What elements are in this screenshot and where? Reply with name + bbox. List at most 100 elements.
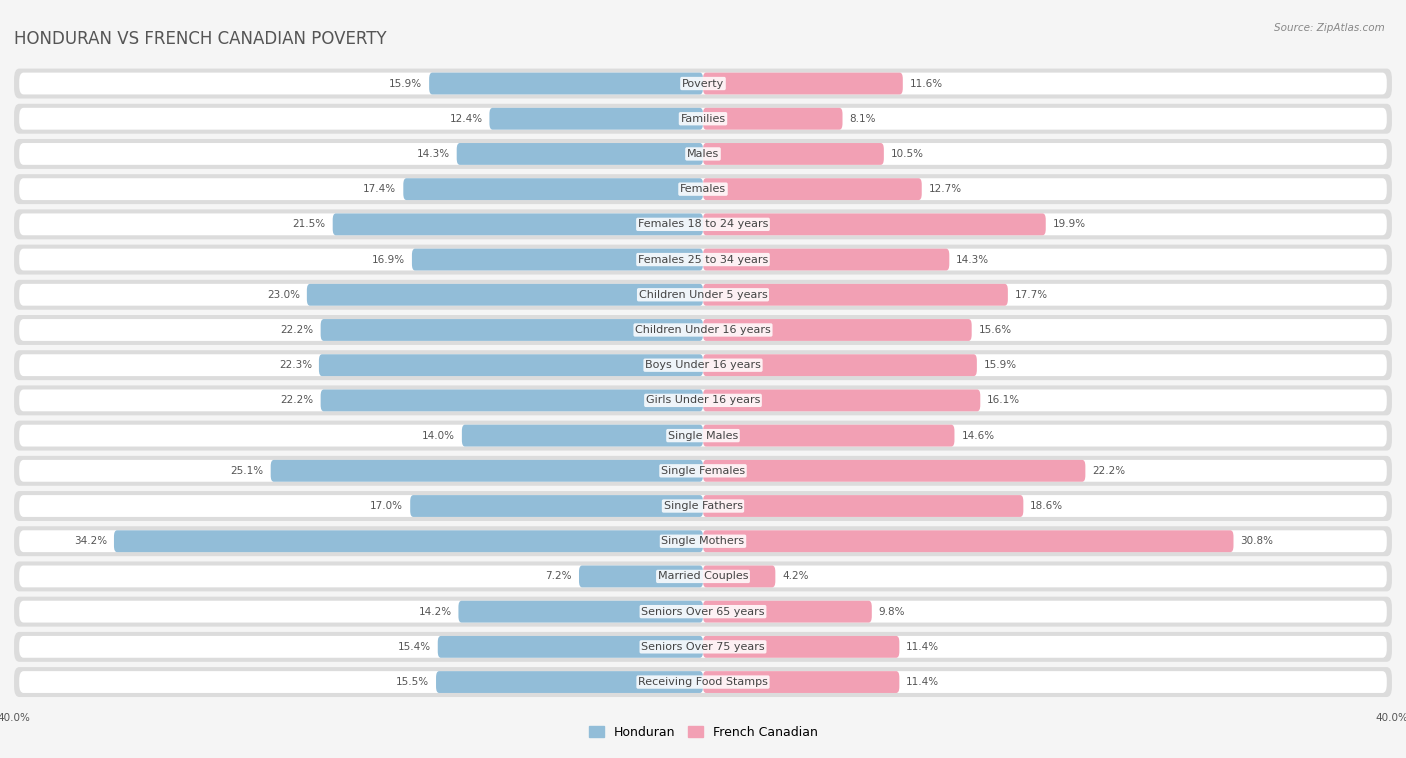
FancyBboxPatch shape (703, 636, 900, 658)
FancyBboxPatch shape (14, 562, 1392, 591)
FancyBboxPatch shape (703, 671, 900, 693)
FancyBboxPatch shape (14, 526, 1392, 556)
FancyBboxPatch shape (461, 424, 703, 446)
FancyBboxPatch shape (20, 214, 1386, 235)
Text: 15.6%: 15.6% (979, 325, 1012, 335)
Text: 14.3%: 14.3% (416, 149, 450, 159)
Text: 34.2%: 34.2% (75, 536, 107, 547)
Text: Females: Females (681, 184, 725, 194)
Text: 30.8%: 30.8% (1240, 536, 1274, 547)
Text: Single Females: Single Females (661, 466, 745, 476)
Text: 8.1%: 8.1% (849, 114, 876, 124)
Text: Boys Under 16 years: Boys Under 16 years (645, 360, 761, 370)
FancyBboxPatch shape (14, 350, 1392, 381)
FancyBboxPatch shape (333, 214, 703, 235)
FancyBboxPatch shape (703, 73, 903, 95)
FancyBboxPatch shape (14, 597, 1392, 627)
Legend: Honduran, French Canadian: Honduran, French Canadian (583, 721, 823, 744)
FancyBboxPatch shape (20, 390, 1386, 412)
Text: HONDURAN VS FRENCH CANADIAN POVERTY: HONDURAN VS FRENCH CANADIAN POVERTY (14, 30, 387, 48)
FancyBboxPatch shape (20, 143, 1386, 164)
Text: 15.9%: 15.9% (984, 360, 1017, 370)
FancyBboxPatch shape (321, 390, 703, 412)
Text: 10.5%: 10.5% (891, 149, 924, 159)
FancyBboxPatch shape (14, 174, 1392, 204)
FancyBboxPatch shape (14, 315, 1392, 345)
Text: 14.6%: 14.6% (962, 431, 994, 440)
Text: Receiving Food Stamps: Receiving Food Stamps (638, 677, 768, 687)
Text: Families: Families (681, 114, 725, 124)
Text: Seniors Over 75 years: Seniors Over 75 years (641, 642, 765, 652)
Text: 11.4%: 11.4% (907, 677, 939, 687)
FancyBboxPatch shape (489, 108, 703, 130)
Text: 15.5%: 15.5% (396, 677, 429, 687)
Text: Poverty: Poverty (682, 79, 724, 89)
Text: 19.9%: 19.9% (1053, 219, 1085, 230)
Text: 14.3%: 14.3% (956, 255, 990, 265)
Text: Single Mothers: Single Mothers (661, 536, 745, 547)
FancyBboxPatch shape (579, 565, 703, 587)
Text: Girls Under 16 years: Girls Under 16 years (645, 396, 761, 406)
Text: Seniors Over 65 years: Seniors Over 65 years (641, 606, 765, 617)
FancyBboxPatch shape (703, 390, 980, 412)
Text: Married Couples: Married Couples (658, 572, 748, 581)
Text: Females 25 to 34 years: Females 25 to 34 years (638, 255, 768, 265)
FancyBboxPatch shape (703, 214, 1046, 235)
FancyBboxPatch shape (14, 280, 1392, 310)
FancyBboxPatch shape (14, 139, 1392, 169)
Text: 4.2%: 4.2% (782, 572, 808, 581)
FancyBboxPatch shape (20, 178, 1386, 200)
Text: 14.2%: 14.2% (419, 606, 451, 617)
FancyBboxPatch shape (703, 143, 884, 164)
FancyBboxPatch shape (404, 178, 703, 200)
Text: 22.2%: 22.2% (281, 325, 314, 335)
FancyBboxPatch shape (20, 319, 1386, 341)
Text: 16.1%: 16.1% (987, 396, 1021, 406)
Text: 23.0%: 23.0% (267, 290, 299, 299)
FancyBboxPatch shape (703, 460, 1085, 482)
Text: 17.7%: 17.7% (1015, 290, 1047, 299)
FancyBboxPatch shape (20, 73, 1386, 95)
Text: 22.2%: 22.2% (1092, 466, 1125, 476)
FancyBboxPatch shape (437, 636, 703, 658)
Text: Females 18 to 24 years: Females 18 to 24 years (638, 219, 768, 230)
FancyBboxPatch shape (20, 354, 1386, 376)
Text: 12.7%: 12.7% (928, 184, 962, 194)
FancyBboxPatch shape (20, 671, 1386, 693)
FancyBboxPatch shape (458, 601, 703, 622)
FancyBboxPatch shape (20, 424, 1386, 446)
FancyBboxPatch shape (114, 531, 703, 552)
Text: Children Under 16 years: Children Under 16 years (636, 325, 770, 335)
Text: 17.0%: 17.0% (370, 501, 404, 511)
FancyBboxPatch shape (703, 565, 775, 587)
FancyBboxPatch shape (703, 354, 977, 376)
Text: Source: ZipAtlas.com: Source: ZipAtlas.com (1274, 23, 1385, 33)
FancyBboxPatch shape (20, 108, 1386, 130)
FancyBboxPatch shape (703, 601, 872, 622)
FancyBboxPatch shape (14, 421, 1392, 450)
Text: 7.2%: 7.2% (546, 572, 572, 581)
FancyBboxPatch shape (436, 671, 703, 693)
Text: 14.0%: 14.0% (422, 431, 456, 440)
Text: 22.3%: 22.3% (278, 360, 312, 370)
FancyBboxPatch shape (703, 108, 842, 130)
Text: 25.1%: 25.1% (231, 466, 264, 476)
FancyBboxPatch shape (14, 245, 1392, 274)
Text: 21.5%: 21.5% (292, 219, 326, 230)
Text: Males: Males (688, 149, 718, 159)
Text: Children Under 5 years: Children Under 5 years (638, 290, 768, 299)
FancyBboxPatch shape (703, 495, 1024, 517)
FancyBboxPatch shape (14, 385, 1392, 415)
FancyBboxPatch shape (14, 104, 1392, 133)
FancyBboxPatch shape (412, 249, 703, 271)
Text: Single Males: Single Males (668, 431, 738, 440)
Text: Single Fathers: Single Fathers (664, 501, 742, 511)
FancyBboxPatch shape (20, 249, 1386, 271)
Text: 11.4%: 11.4% (907, 642, 939, 652)
FancyBboxPatch shape (20, 283, 1386, 305)
Text: 12.4%: 12.4% (450, 114, 482, 124)
FancyBboxPatch shape (20, 495, 1386, 517)
Text: 16.9%: 16.9% (373, 255, 405, 265)
FancyBboxPatch shape (14, 68, 1392, 99)
FancyBboxPatch shape (321, 319, 703, 341)
